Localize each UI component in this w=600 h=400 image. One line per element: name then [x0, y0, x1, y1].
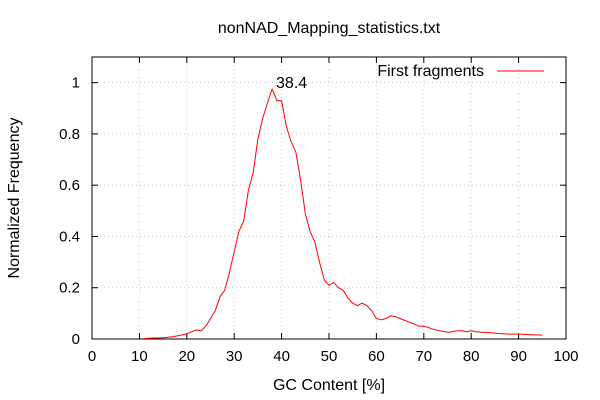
y-tick-label: 1	[72, 75, 80, 92]
x-tick-label: 30	[226, 348, 243, 365]
x-tick-label: 50	[321, 348, 338, 365]
series-layer	[144, 88, 543, 339]
x-tick-label: 20	[178, 348, 195, 365]
x-tick-label: 80	[463, 348, 480, 365]
x-tick-label: 70	[415, 348, 432, 365]
x-tick-label: 60	[368, 348, 385, 365]
x-tick-label: 10	[131, 348, 148, 365]
y-axis-label: Normalized Frequency	[6, 118, 23, 279]
ticks-layer: 0 10 20 30 40 50 60 70 80 90 100 0 0.2 0.4 0.6 0.8 1	[59, 57, 579, 365]
legend: First fragments	[377, 63, 544, 80]
y-tick-label: 0.6	[59, 177, 80, 194]
y-tick-label: 0.8	[59, 126, 80, 143]
legend-label: First fragments	[377, 63, 484, 80]
series-line-first-fragments	[144, 88, 543, 339]
x-axis-label: GC Content [%]	[273, 377, 385, 394]
x-tick-label: 40	[273, 348, 290, 365]
y-tick-label: 0.4	[59, 228, 80, 245]
y-tick-label: 0	[72, 331, 80, 348]
plot-frame	[91, 56, 567, 340]
chart-title: nonNAD_Mapping_statistics.txt	[218, 20, 441, 37]
y-tick-label: 0.2	[59, 280, 80, 297]
x-tick-label: 0	[88, 348, 96, 365]
grid-layer	[92, 57, 566, 339]
peak-annotation: 38.4	[276, 75, 307, 92]
x-tick-label: 90	[510, 348, 527, 365]
x-tick-label: 100	[553, 348, 578, 365]
